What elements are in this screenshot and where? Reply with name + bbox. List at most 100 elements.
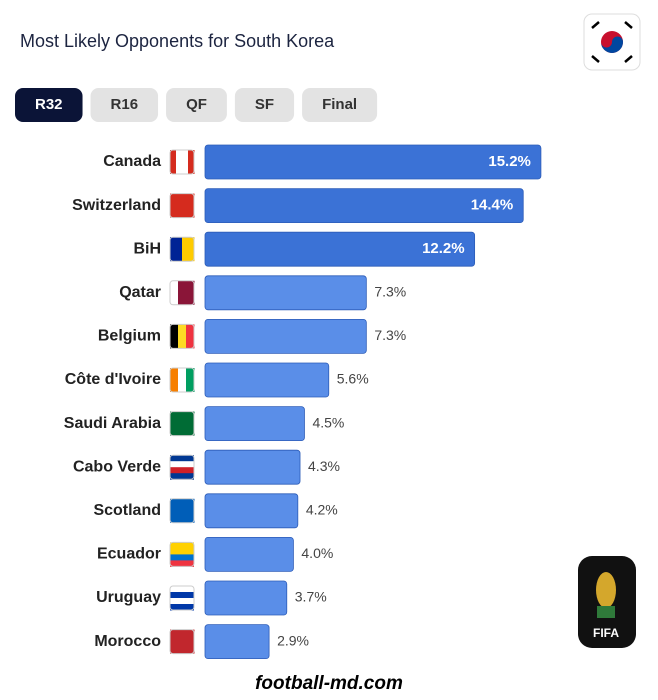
category-label: Cabo Verde	[73, 458, 161, 475]
flag-part	[170, 411, 195, 436]
flag-icon	[169, 541, 195, 567]
flag-icon	[169, 411, 195, 437]
tab-label[interactable]: R32	[35, 96, 63, 113]
tab[interactable]	[15, 88, 83, 122]
flag-part	[186, 280, 195, 305]
category-label: Scotland	[93, 502, 161, 519]
badge: FIFA	[593, 626, 619, 640]
bar	[204, 188, 524, 224]
fifa-logo: FIFA	[578, 556, 636, 648]
category-label: Canada	[103, 153, 161, 170]
flag-part	[170, 592, 194, 599]
flag-frame	[169, 323, 195, 349]
bar	[204, 537, 294, 572]
flag-frame	[169, 629, 195, 655]
bar	[204, 144, 542, 180]
bar	[204, 362, 330, 398]
category-label: BiH	[133, 240, 161, 257]
value-label: 4.2%	[306, 502, 338, 518]
tab[interactable]	[234, 88, 295, 122]
flag-part	[170, 461, 194, 468]
flag-icon	[169, 629, 195, 655]
flag-icon	[169, 236, 195, 262]
bar	[204, 493, 299, 529]
flag-part	[170, 467, 194, 474]
flag-part	[182, 237, 195, 262]
bar	[204, 624, 270, 659]
category-label: Saudi Arabia	[64, 415, 161, 432]
tab-label[interactable]: R16	[111, 96, 139, 113]
flag-frame	[169, 454, 195, 480]
flag-part	[170, 542, 194, 549]
flag-part	[186, 324, 195, 349]
flag-part	[170, 560, 194, 567]
tabs: R32 R16 QF SF Final	[15, 88, 378, 122]
flag-part	[178, 324, 187, 349]
flag-icon	[169, 367, 195, 393]
bar	[204, 231, 476, 267]
flag-frame	[169, 541, 195, 567]
tab[interactable]	[90, 88, 159, 122]
category-label: Côte d'Ivoire	[65, 371, 161, 388]
flag-icon	[169, 280, 195, 306]
flag-part	[170, 324, 179, 349]
category-label: Morocco	[94, 633, 161, 650]
korea-flag	[583, 13, 641, 71]
bar	[204, 580, 288, 616]
tab-label[interactable]: SF	[255, 96, 274, 113]
flag-frame	[169, 585, 195, 611]
flag-part	[176, 150, 183, 174]
flag-part	[170, 368, 179, 392]
value-label: 7.3%	[374, 284, 406, 300]
value-label: 2.9%	[277, 632, 309, 648]
flag-part	[170, 473, 194, 480]
category-label: Ecuador	[97, 546, 161, 563]
flag-part	[178, 368, 187, 392]
category-label: Switzerland	[72, 197, 161, 214]
flag-icon	[169, 193, 195, 219]
flag-icon	[169, 454, 195, 480]
bar	[204, 449, 301, 485]
flag-part	[188, 150, 195, 174]
flag-part	[170, 237, 183, 262]
value-label: 12.2%	[422, 240, 465, 257]
category-label: Uruguay	[96, 589, 161, 606]
chart-title: Most Likely Opponents for South Korea	[20, 31, 335, 51]
flag-frame	[169, 367, 195, 393]
flag-part	[182, 150, 189, 174]
flag-frame	[169, 411, 195, 437]
category-label: Belgium	[98, 328, 161, 345]
flag-icon	[169, 149, 195, 175]
tab[interactable]	[302, 88, 378, 122]
flag-part	[186, 368, 195, 392]
flag-part	[170, 598, 194, 605]
value-label: 3.7%	[295, 589, 327, 605]
flag-icon	[169, 323, 195, 349]
flag-frame	[169, 149, 195, 175]
flag-frame	[169, 280, 195, 306]
footer-band	[0, 668, 658, 700]
bar	[204, 406, 305, 442]
value-label: 7.3%	[374, 327, 406, 343]
category-label: Qatar	[119, 284, 161, 301]
flag-frame	[169, 236, 195, 262]
flag-part	[170, 193, 195, 218]
flag-frame	[169, 498, 195, 524]
tab-label[interactable]: Final	[322, 96, 357, 113]
tab-label[interactable]: QF	[186, 96, 207, 113]
flag-part	[170, 498, 195, 523]
value-label: 4.3%	[308, 458, 340, 474]
tab[interactable]	[166, 88, 227, 122]
flag-part	[170, 554, 194, 561]
flag-part	[178, 280, 187, 305]
bar	[204, 318, 367, 354]
bar	[204, 275, 367, 311]
flag-part	[170, 455, 194, 462]
value-label: 4.5%	[312, 414, 344, 430]
flag-part	[170, 280, 179, 305]
value-label: 4.0%	[301, 545, 333, 561]
flag-icon	[169, 585, 195, 611]
plot: Canada 15.2% Switzerland 14.4% BiH 12.2% Qatar…	[64, 144, 542, 659]
